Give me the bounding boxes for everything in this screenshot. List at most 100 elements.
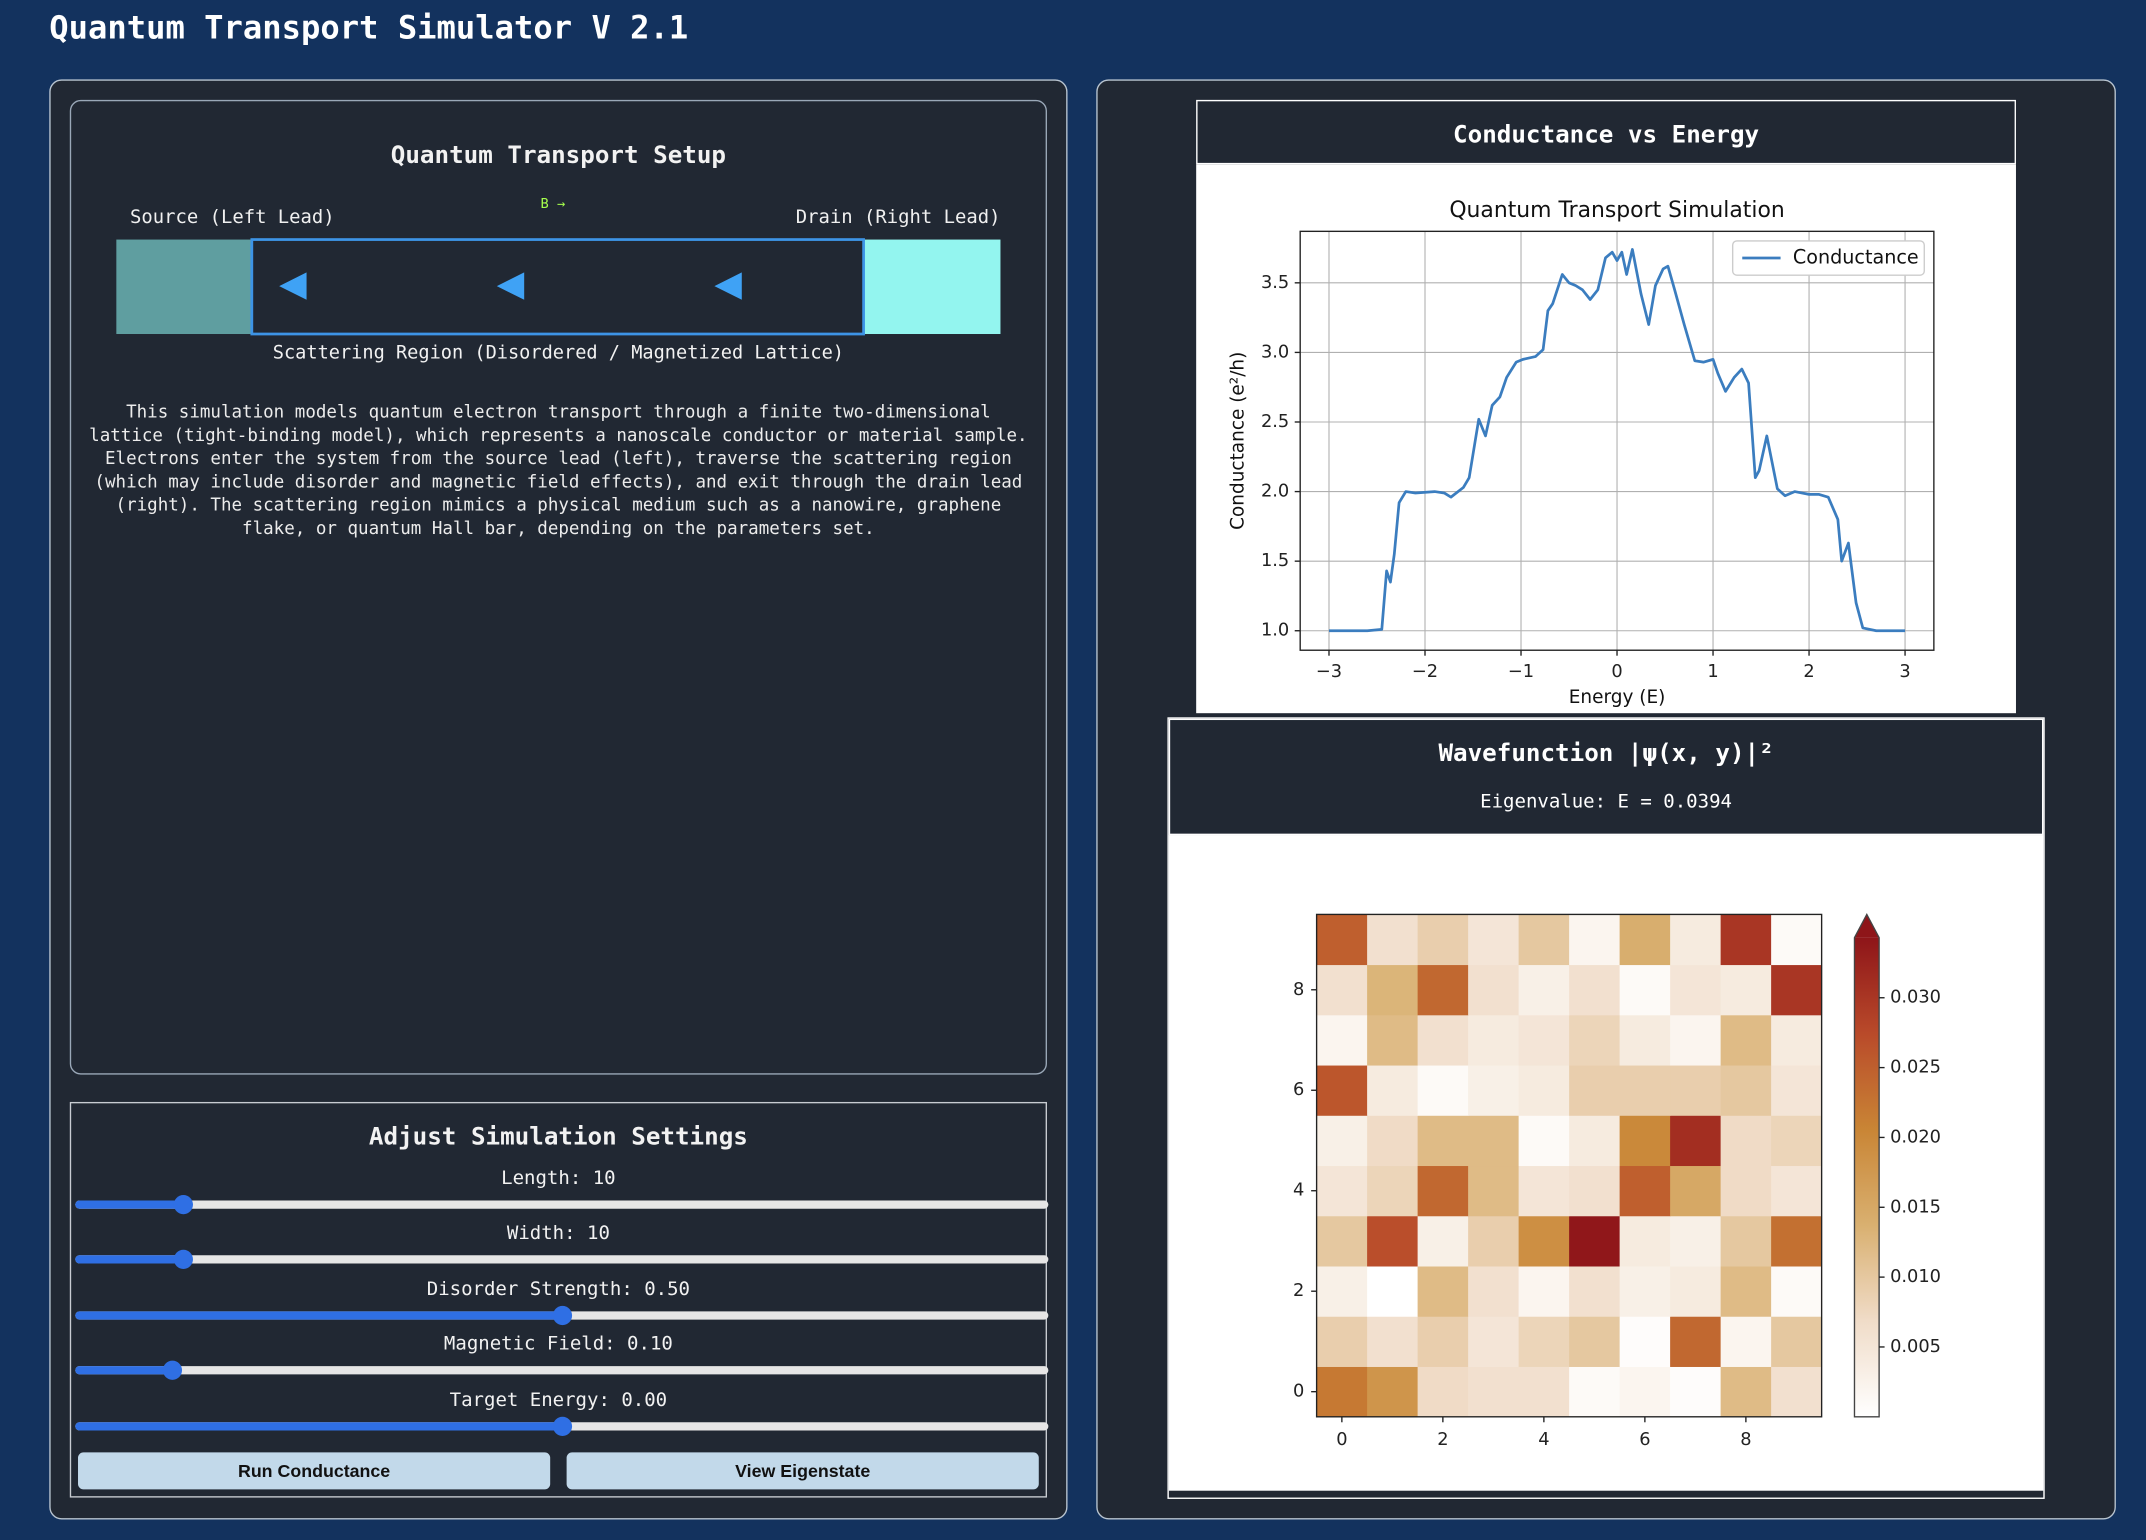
x-tick-label: −1 [1508,661,1534,682]
x-tick-label: 8 [1740,1429,1751,1450]
colorbar-frame [1853,912,1880,1418]
heatmap-cell [1771,1014,1823,1066]
heatmap-cell [1468,1366,1520,1418]
plot-frame [1299,230,1935,651]
legend-box [1731,240,1925,276]
heatmap-cell [1771,1266,1823,1317]
y-tick-label: 2.5 [1261,411,1289,432]
heatmap-cell [1367,964,1419,1016]
drain-label: Drain (Right Lead) [795,206,1001,229]
heatmap-cell [1316,1266,1368,1317]
slider-fill [75,1200,184,1209]
heatmap-cell [1670,1366,1722,1418]
slider-track[interactable] [75,1249,1049,1269]
heatmap-cell [1367,1215,1419,1267]
colorbar-tick-label: 0.010 [1890,1266,1941,1287]
settings-box [69,1101,1047,1498]
heatmap-cell [1720,1366,1772,1418]
wavefunction-card-header [1168,718,2044,836]
heatmap-cell [1468,1266,1520,1317]
heatmap-cell [1417,1014,1469,1066]
heatmap-cell [1670,1266,1722,1317]
slider-label: Length: 10 [501,1167,616,1190]
heatmap-cell [1316,1115,1368,1167]
region-label: Scattering Region (Disordered / Magnetiz… [272,342,845,365]
heatmap-cell [1670,1065,1722,1116]
heatmap-cell [1316,1215,1368,1267]
conductance-card-header [1196,99,2016,165]
heatmap-cell [1518,1115,1570,1167]
flow-arrow [279,272,307,300]
heatmap-cell [1367,1316,1419,1367]
heatmap-cell [1619,1316,1671,1367]
x-tick-label: 1 [1707,661,1718,682]
heatmap-cell [1619,964,1671,1016]
heatmap-cell [1468,964,1520,1016]
conductance-line [1328,248,1906,633]
heatmap-cell [1670,964,1722,1016]
heatmap-cell [1367,1366,1419,1418]
y-tick-label: 4 [1293,1180,1304,1201]
y-tick-label: 2.0 [1261,481,1289,502]
flow-arrow [496,272,525,300]
view-eigenstate-button[interactable]: View Eigenstate [566,1452,1039,1490]
heatmap-cell [1316,1366,1368,1418]
scattering-region [250,238,865,336]
colorbar-extend [1854,914,1880,938]
heatmap-cell [1569,1165,1621,1217]
drain-lead [863,239,1001,335]
heatmap-cell [1569,914,1621,966]
slider-thumb[interactable] [552,1416,572,1436]
heatmap-frame [1315,913,1823,1418]
heatmap-cell [1720,1014,1772,1066]
slider-track[interactable] [75,1195,1049,1215]
slider-track[interactable] [75,1416,1049,1436]
heatmap-cell [1720,1266,1772,1317]
slider-thumb[interactable] [173,1195,193,1215]
heatmap-cell [1619,914,1671,966]
heatmap-cell [1670,1215,1722,1267]
heatmap-cell [1518,1366,1570,1418]
heatmap-cell [1316,1014,1368,1066]
heatmap-cell [1771,1215,1823,1267]
conductance-panel-title: Conductance vs Energy [1453,121,1760,150]
heatmap-cell [1417,964,1469,1016]
chart-title: Quantum Transport Simulation [1449,198,1784,223]
heatmap-cell [1417,1115,1469,1167]
y-tick-label: 3.0 [1261,341,1289,362]
x-tick-label: 2 [1437,1429,1448,1450]
heatmap-cell [1468,1215,1520,1267]
x-tick-label: 6 [1639,1429,1650,1450]
heatmap-cell [1518,1266,1570,1317]
heatmap-cell [1771,1316,1823,1367]
slider-thumb[interactable] [552,1305,572,1326]
run-conductance-button[interactable]: Run Conductance [78,1452,551,1490]
heatmap-cell [1619,1266,1671,1317]
heatmap-cell [1771,1366,1823,1418]
heatmap-cell [1720,1215,1772,1267]
heatmap-cell [1619,1366,1671,1418]
heatmap-cell [1468,1115,1520,1167]
y-axis-label: Conductance (e²/h) [1228,352,1249,530]
x-tick-label: −3 [1316,661,1342,682]
slider-thumb[interactable] [162,1360,183,1380]
slider-track[interactable] [75,1305,1049,1326]
source-label: Source (Left Lead) [130,206,335,229]
colorbar [1854,937,1880,1417]
heatmap-cell [1367,1014,1419,1066]
slider-track[interactable] [75,1360,1049,1380]
heatmap-cell [1720,1115,1772,1167]
heatmap-cell [1468,1165,1520,1217]
heatmap-cell [1619,1215,1671,1267]
heatmap-cell [1417,1366,1469,1418]
heatmap-cell [1619,1115,1671,1167]
slider-thumb[interactable] [173,1249,193,1269]
heatmap-cell [1569,1065,1621,1116]
heatmap-cell [1518,964,1570,1016]
description: This simulation models quantum electron … [89,402,1028,540]
eigenvalue-subtitle: Eigenvalue: E = 0.0394 [1480,791,1732,814]
heatmap-cell [1468,1316,1520,1367]
x-tick-label: 0 [1336,1429,1347,1450]
